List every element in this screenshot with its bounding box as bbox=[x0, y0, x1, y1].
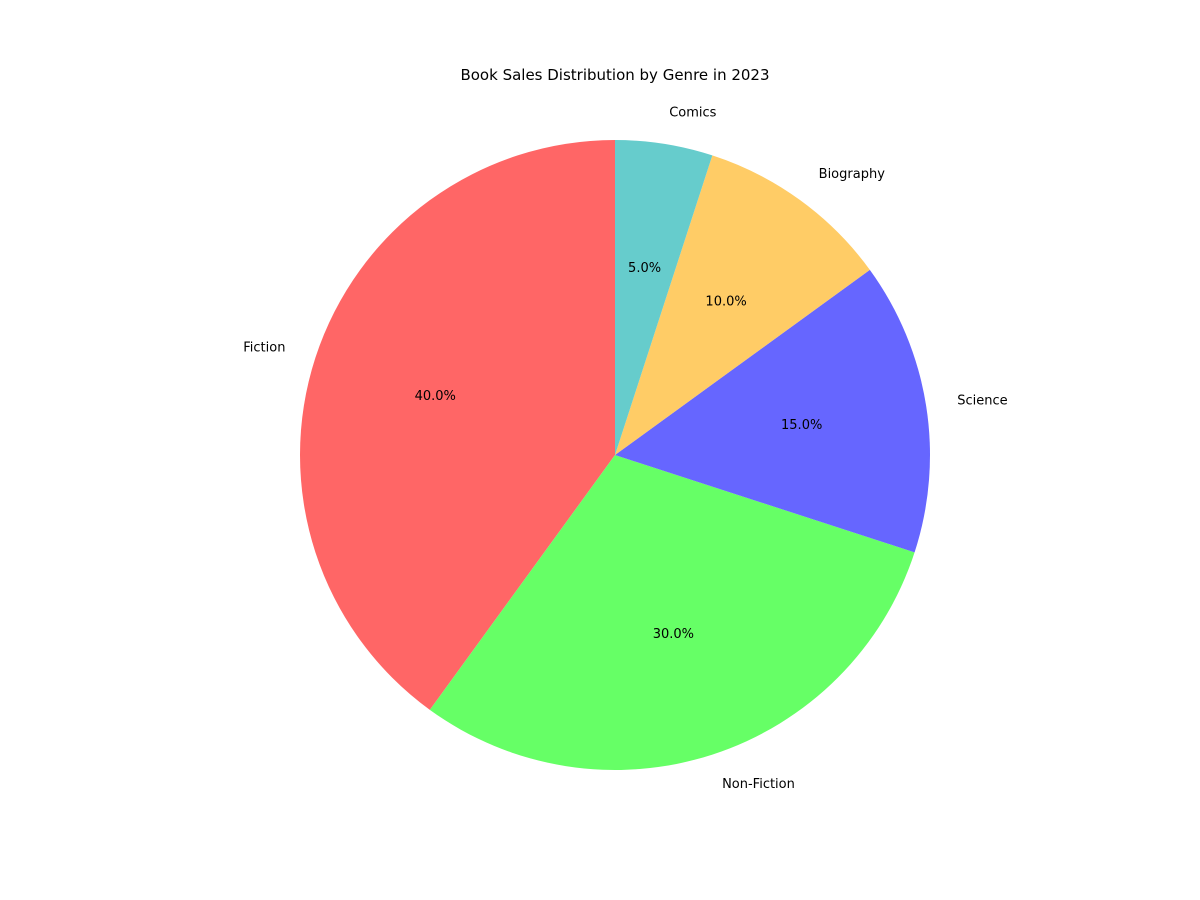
slice-label-non-fiction: Non-Fiction bbox=[722, 777, 795, 792]
slices-layer bbox=[300, 140, 930, 771]
slice-percent-fiction: 40.0% bbox=[415, 389, 456, 404]
pie-slice-biography bbox=[615, 155, 870, 456]
slice-percent-non-fiction: 30.0% bbox=[653, 627, 694, 642]
pie-slice-non-fiction bbox=[429, 455, 915, 771]
slice-label-science: Science bbox=[957, 393, 1007, 408]
pie-slice-fiction bbox=[300, 140, 615, 710]
pie-slice-science bbox=[615, 269, 930, 553]
slice-label-fiction: Fiction bbox=[243, 340, 285, 355]
slice-percent-comics: 5.0% bbox=[628, 261, 661, 276]
pie-slice-comics bbox=[615, 140, 713, 455]
labels-layer: Fiction 40.0% Non-Fiction 30.0% Science 15.0%… bbox=[243, 105, 1007, 792]
slice-label-biography: Biography bbox=[819, 167, 886, 182]
slice-percent-biography: 10.0% bbox=[705, 295, 746, 310]
slice-label-comics: Comics bbox=[669, 105, 716, 120]
slice-percent-science: 15.0% bbox=[781, 418, 822, 433]
chart-title: Book Sales Distribution by Genre in 2023 bbox=[460, 66, 769, 84]
